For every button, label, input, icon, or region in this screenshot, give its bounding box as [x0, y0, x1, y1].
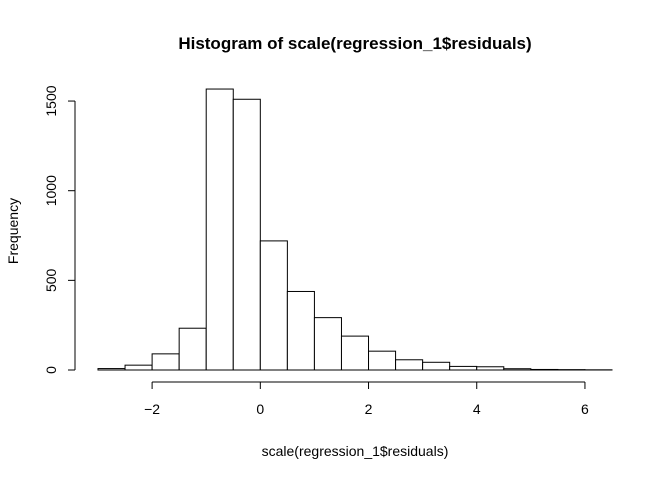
y-axis: 0 500 1000 1500: [43, 85, 76, 374]
x-tick-label: 0: [256, 401, 264, 417]
histogram-bar-9: [313, 317, 342, 371]
x-axis-label: scale(regression_1$residuals): [262, 443, 449, 459]
histogram-bar-6: [232, 98, 261, 371]
histogram-bar-1: [97, 368, 126, 371]
histogram-bar-5: [205, 88, 234, 371]
histogram-bar-16: [503, 368, 532, 371]
x-axis: −2 0 2 4 6: [144, 381, 589, 417]
y-tick-label: 1500: [43, 85, 59, 116]
histogram-bar-17: [530, 368, 559, 371]
x-tick-label: 4: [473, 401, 481, 417]
y-tick-label: 500: [43, 268, 59, 292]
histogram-bar-10: [340, 335, 370, 371]
y-tick-label: 1000: [43, 175, 59, 206]
x-tick-label: 2: [365, 401, 373, 417]
histogram-bar-8: [286, 290, 315, 371]
histogram-bar-14: [449, 365, 478, 371]
x-tick-label: −2: [144, 401, 160, 417]
histogram-bar-7: [259, 240, 288, 371]
histogram-bar-12: [395, 359, 424, 371]
y-axis-label: Frequency: [5, 198, 21, 264]
chart-title: Histogram of scale(regression_1$residual…: [178, 34, 531, 53]
histogram-bar-15: [476, 366, 505, 371]
histogram-bar-2: [124, 364, 153, 371]
x-tick-label: 6: [581, 401, 589, 417]
histogram-bar-11: [368, 350, 397, 371]
y-tick-label: 0: [43, 366, 59, 374]
histogram-bars: [97, 88, 613, 371]
histogram-bar-13: [422, 361, 451, 371]
histogram-bar-4: [178, 327, 207, 371]
histogram-bar-3: [151, 353, 180, 371]
